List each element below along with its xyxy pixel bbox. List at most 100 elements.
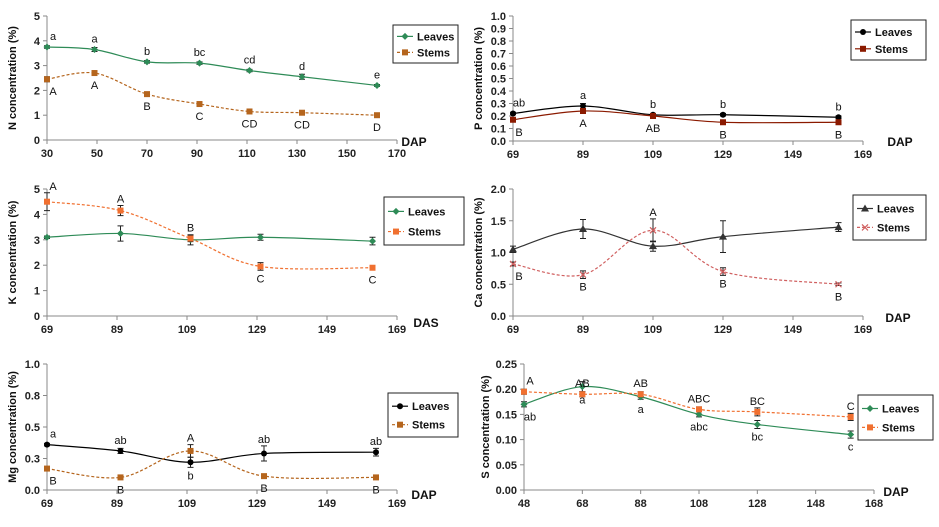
x-tick-label: 170 [388,148,406,160]
significance-label: cd [244,55,256,67]
x-tick-label: 88 [635,498,647,510]
significance-label: A [91,80,99,92]
x-tick-label: 69 [41,498,53,510]
y-tick-label: 0.9 [491,24,506,36]
data-point [835,119,842,126]
data-point [257,233,264,241]
data-point [580,103,586,109]
y-tick-label: 0.3 [491,99,506,111]
y-tick-label: 0 [34,311,40,323]
x-tick-label: 109 [644,149,662,161]
data-point [44,198,50,205]
data-point [579,225,587,233]
significance-label: bc [752,432,764,444]
x-tick-label: 128 [748,498,766,510]
x-axis-label: DAP [887,135,912,149]
significance-label: B [372,484,379,496]
data-point [196,59,203,67]
series-line [46,450,377,480]
chart-s: 0.00 0.05 0.10 0.15 0.20 0.25 48 68 88 108 128 148 1… [480,359,934,510]
series-stems: B B A B B [44,433,380,496]
series-line [46,71,378,116]
data-point [637,391,644,398]
y-axis-label: Ca concentration (%) [473,197,485,307]
series-stems: B B A B B [509,207,842,303]
legend-label: Stems [875,44,908,56]
data-point [578,383,586,391]
data-point [369,237,376,245]
significance-label: C [847,401,855,413]
x-tick-label: 68 [576,498,588,510]
series-stems: A A B C CD CD D [44,70,381,134]
data-point [44,76,50,83]
chart-mg: 0.0 0.3 0.5 0.8 1.0 69 89 109 129 149 169 DAP Mg con… [7,359,459,510]
significance-label: A [579,118,587,130]
legend-marker [860,45,866,52]
y-axis-label: Mg concentration (%) [7,371,19,483]
legend-marker [861,223,869,231]
data-point [374,112,380,119]
significance-label: CD [294,120,310,132]
data-point [117,229,124,237]
y-tick-label: 5 [34,11,40,23]
y-tick-label: 0.10 [496,435,517,447]
x-tick-label: 70 [141,148,153,160]
significance-label: B [187,223,194,235]
series-line [512,229,839,285]
significance-label: B [260,483,267,495]
data-point [369,264,376,271]
x-tick-label: 89 [111,324,123,336]
data-point [373,474,379,481]
series-leaves: a ab b ab ab [44,429,382,482]
x-tick-label: 169 [388,498,406,510]
legend-box [852,194,927,241]
data-point [847,431,855,439]
x-tick-label: 169 [854,324,872,336]
x-tick-label: 69 [507,324,519,336]
data-point [246,108,253,115]
legend-box [383,196,465,246]
x-tick-label: 129 [248,324,266,336]
y-tick-label: 0.6 [491,61,506,73]
x-tick-label: 30 [41,148,53,160]
significance-label: B [49,476,56,488]
x-axis-label: DAS [413,316,438,330]
legend-label: Leaves [875,27,912,39]
significance-label: A [187,433,195,445]
data-point [719,268,727,275]
significance-label: BC [750,396,765,408]
data-point [117,474,124,481]
legend: Leaves Stems [383,196,465,246]
legend-label: Stems [877,222,910,234]
y-tick-label: 0.20 [496,384,517,396]
significance-label: a [579,395,586,407]
data-point [144,91,150,98]
y-tick-label: 2 [34,85,40,97]
significance-label: A [49,181,57,193]
significance-label: a [50,31,57,43]
x-tick-label: 149 [784,324,802,336]
significance-label: a [50,429,57,441]
data-point [373,81,381,89]
x-tick-label: 169 [854,149,872,161]
series-stems: A AB AB ABC BC C [521,376,855,421]
significance-label: B [143,101,150,113]
x-tick-label: 108 [690,498,708,510]
significance-label: ABC [688,393,711,405]
data-point [649,242,657,250]
x-tick-label: 168 [865,498,883,510]
x-tick-label: 150 [338,148,356,160]
data-point [753,420,761,428]
series-line [46,232,373,242]
series-leaves [43,225,376,246]
series-leaves [509,218,843,253]
data-point [43,233,51,241]
significance-label: A [49,86,57,98]
data-point [44,441,50,448]
x-axis-label: DAP [883,485,908,499]
x-tick-label: 109 [178,324,196,336]
legend-marker [402,49,408,56]
data-point [720,111,726,118]
